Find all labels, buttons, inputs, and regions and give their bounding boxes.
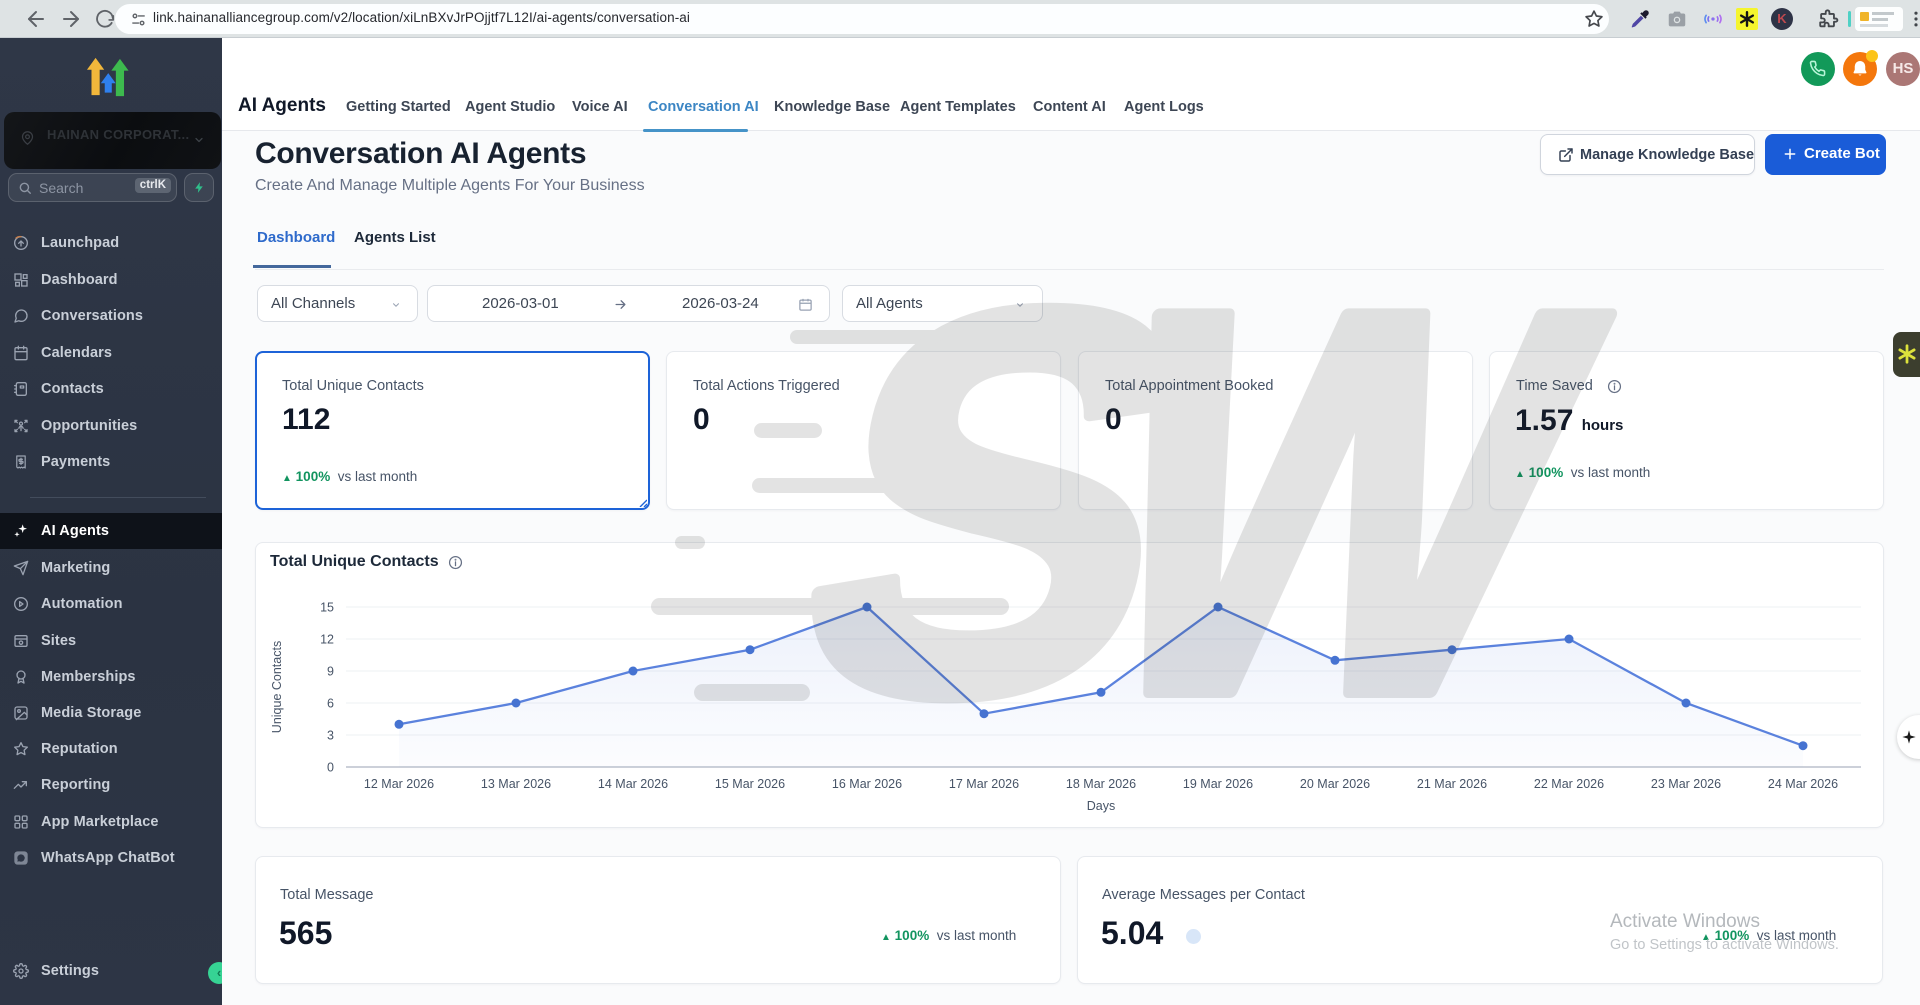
svg-text:12 Mar 2026: 12 Mar 2026 <box>364 777 434 791</box>
svg-text:15 Mar 2026: 15 Mar 2026 <box>715 777 785 791</box>
svg-text:21 Mar 2026: 21 Mar 2026 <box>1417 777 1487 791</box>
svg-text:20 Mar 2026: 20 Mar 2026 <box>1300 777 1370 791</box>
svg-text:3: 3 <box>327 729 334 743</box>
svg-text:23 Mar 2026: 23 Mar 2026 <box>1651 777 1721 791</box>
svg-text:16 Mar 2026: 16 Mar 2026 <box>832 777 902 791</box>
svg-text:Unique Contacts: Unique Contacts <box>270 641 284 733</box>
svg-text:15: 15 <box>320 601 334 615</box>
svg-text:12: 12 <box>320 633 334 647</box>
svg-text:17 Mar 2026: 17 Mar 2026 <box>949 777 1019 791</box>
svg-text:6: 6 <box>327 697 334 711</box>
svg-text:9: 9 <box>327 665 334 679</box>
svg-text:24 Mar 2026: 24 Mar 2026 <box>1768 777 1838 791</box>
svg-text:22 Mar 2026: 22 Mar 2026 <box>1534 777 1604 791</box>
svg-text:Days: Days <box>1087 799 1115 813</box>
svg-text:13 Mar 2026: 13 Mar 2026 <box>481 777 551 791</box>
svg-text:18 Mar 2026: 18 Mar 2026 <box>1066 777 1136 791</box>
svg-text:19 Mar 2026: 19 Mar 2026 <box>1183 777 1253 791</box>
svg-text:0: 0 <box>327 761 334 775</box>
svg-text:14 Mar 2026: 14 Mar 2026 <box>598 777 668 791</box>
